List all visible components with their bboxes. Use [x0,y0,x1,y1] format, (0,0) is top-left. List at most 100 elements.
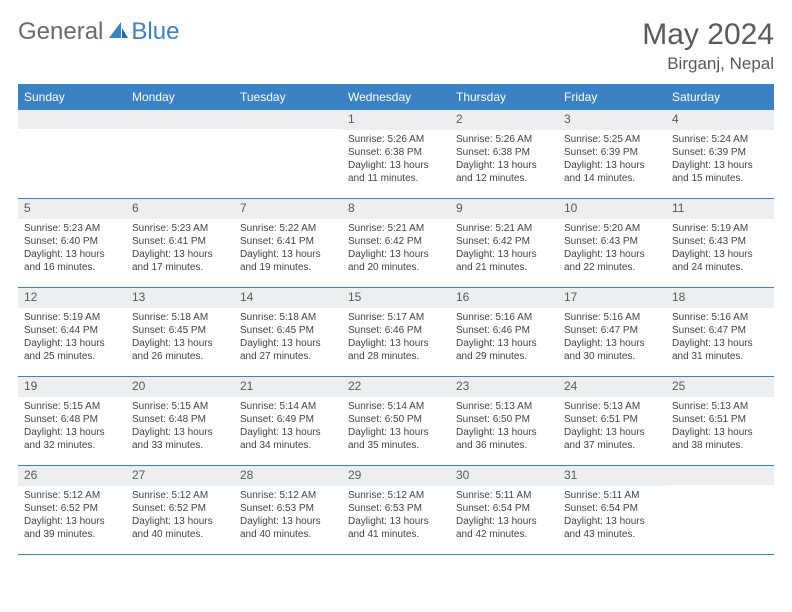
sunrise-text: Sunrise: 5:13 AM [564,400,660,413]
sunset-text: Sunset: 6:38 PM [456,146,552,159]
sunrise-text: Sunrise: 5:23 AM [132,222,228,235]
day-number: 20 [126,377,234,397]
day-number: 17 [558,288,666,308]
day-cell: 30Sunrise: 5:11 AMSunset: 6:54 PMDayligh… [450,466,558,554]
day-number: 16 [450,288,558,308]
week-row: 26Sunrise: 5:12 AMSunset: 6:52 PMDayligh… [18,466,774,555]
logo-sail-icon [107,20,129,45]
header: General Blue May 2024 Birganj, Nepal [18,18,774,74]
sunrise-text: Sunrise: 5:16 AM [672,311,768,324]
week-row: 1Sunrise: 5:26 AMSunset: 6:38 PMDaylight… [18,110,774,199]
day-body: Sunrise: 5:12 AMSunset: 6:53 PMDaylight:… [342,486,450,545]
day-number-empty [666,466,774,485]
day-number: 26 [18,466,126,486]
sunrise-text: Sunrise: 5:16 AM [564,311,660,324]
sunset-text: Sunset: 6:48 PM [24,413,120,426]
daylight-text: Daylight: 13 hours and 34 minutes. [240,426,336,452]
day-body: Sunrise: 5:11 AMSunset: 6:54 PMDaylight:… [558,486,666,545]
sunset-text: Sunset: 6:49 PM [240,413,336,426]
day-cell: 26 Sunrise: 5:12 AMSunset: 6:52 PMDayligh… [18,466,126,554]
sunrise-text: Sunrise: 5:19 AM [672,222,768,235]
day-number: 10 [558,199,666,219]
daylight-text: Daylight: 13 hours and 40 minutes. [132,515,228,541]
day-cell: 20Sunrise: 5:15 AMSunset: 6:48 PMDayligh… [126,377,234,465]
day-header-friday: Friday [558,84,666,110]
sunrise-text: Sunrise: 5:21 AM [348,222,444,235]
day-cell: 23Sunrise: 5:13 AMSunset: 6:50 PMDayligh… [450,377,558,465]
sunrise-text: Sunrise: 5:11 AM [456,489,552,502]
day-body: Sunrise: 5:18 AMSunset: 6:45 PMDaylight:… [234,308,342,367]
sunset-text: Sunset: 6:52 PM [24,502,120,515]
sunrise-text: Sunrise: 5:12 AM [132,489,228,502]
sunrise-text: Sunrise: 5:23 AM [24,222,120,235]
sunrise-text: Sunrise: 5:21 AM [456,222,552,235]
day-body: Sunrise: 5:23 AMSunset: 6:40 PMDaylight:… [18,219,126,278]
daylight-text: Daylight: 13 hours and 40 minutes. [240,515,336,541]
day-body: Sunrise: 5:21 AMSunset: 6:42 PMDaylight:… [342,219,450,278]
day-number-empty [18,110,126,129]
day-cell: 28Sunrise: 5:12 AMSunset: 6:53 PMDayligh… [234,466,342,554]
day-cell [234,110,342,198]
day-number: 23 [450,377,558,397]
day-number: 5 [18,199,126,219]
day-number: 7 [234,199,342,219]
day-body: Sunrise: 5:16 AMSunset: 6:47 PMDaylight:… [558,308,666,367]
sunset-text: Sunset: 6:42 PM [456,235,552,248]
daylight-text: Daylight: 13 hours and 38 minutes. [672,426,768,452]
sunset-text: Sunset: 6:54 PM [456,502,552,515]
day-number: 12 [18,288,126,308]
daylight-text: Daylight: 13 hours and 15 minutes. [672,159,768,185]
sunset-text: Sunset: 6:41 PM [132,235,228,248]
daylight-text: Daylight: 13 hours and 39 minutes. [24,515,120,541]
sunrise-text: Sunrise: 5:12 AM [240,489,336,502]
sunrise-text: Sunrise: 5:18 AM [240,311,336,324]
day-body: Sunrise: 5:13 AMSunset: 6:51 PMDaylight:… [666,397,774,456]
day-number-empty [234,110,342,129]
sunrise-text: Sunrise: 5:20 AM [564,222,660,235]
daylight-text: Daylight: 13 hours and 26 minutes. [132,337,228,363]
sunset-text: Sunset: 6:43 PM [672,235,768,248]
sunrise-text: Sunrise: 5:19 AM [24,311,120,324]
sunrise-text: Sunrise: 5:14 AM [240,400,336,413]
sunset-text: Sunset: 6:51 PM [672,413,768,426]
day-body: Sunrise: 5:11 AMSunset: 6:54 PMDaylight:… [450,486,558,545]
sunrise-text: Sunrise: 5:18 AM [132,311,228,324]
day-cell: 3Sunrise: 5:25 AMSunset: 6:39 PMDaylight… [558,110,666,198]
daylight-text: Daylight: 13 hours and 35 minutes. [348,426,444,452]
sunrise-text: Sunrise: 5:15 AM [24,400,120,413]
sunset-text: Sunset: 6:46 PM [456,324,552,337]
day-cell: 12Sunrise: 5:19 AMSunset: 6:44 PMDayligh… [18,288,126,376]
day-cell: 4Sunrise: 5:24 AMSunset: 6:39 PMDaylight… [666,110,774,198]
sunrise-text: Sunrise: 5:24 AM [672,133,768,146]
daylight-text: Daylight: 13 hours and 41 minutes. [348,515,444,541]
day-cell [666,466,774,554]
day-number: 4 [666,110,774,130]
day-cell: 1Sunrise: 5:26 AMSunset: 6:38 PMDaylight… [342,110,450,198]
daylight-text: Daylight: 13 hours and 22 minutes. [564,248,660,274]
day-cell: 8Sunrise: 5:21 AMSunset: 6:42 PMDaylight… [342,199,450,287]
logo-text-general: General [18,18,103,46]
day-body: Sunrise: 5:15 AMSunset: 6:48 PMDaylight:… [126,397,234,456]
daylight-text: Daylight: 13 hours and 27 minutes. [240,337,336,363]
day-cell: 13Sunrise: 5:18 AMSunset: 6:45 PMDayligh… [126,288,234,376]
day-number: 6 [126,199,234,219]
sunrise-text: Sunrise: 5:12 AM [24,489,120,502]
calendar: Sunday Monday Tuesday Wednesday Thursday… [18,84,774,555]
day-number: 24 [558,377,666,397]
day-cell: 22Sunrise: 5:14 AMSunset: 6:50 PMDayligh… [342,377,450,465]
sunset-text: Sunset: 6:40 PM [24,235,120,248]
sunset-text: Sunset: 6:48 PM [132,413,228,426]
day-header-row: Sunday Monday Tuesday Wednesday Thursday… [18,84,774,110]
day-number: 3 [558,110,666,130]
title-block: May 2024 Birganj, Nepal [642,18,774,74]
day-number: 14 [234,288,342,308]
day-cell: 18Sunrise: 5:16 AMSunset: 6:47 PMDayligh… [666,288,774,376]
day-header-sunday: Sunday [18,84,126,110]
sunset-text: Sunset: 6:50 PM [456,413,552,426]
sunrise-text: Sunrise: 5:15 AM [132,400,228,413]
day-body: Sunrise: 5:19 AMSunset: 6:44 PMDaylight:… [18,308,126,367]
month-title: May 2024 [642,18,774,52]
day-number: 18 [666,288,774,308]
daylight-text: Daylight: 13 hours and 17 minutes. [132,248,228,274]
daylight-text: Daylight: 13 hours and 29 minutes. [456,337,552,363]
